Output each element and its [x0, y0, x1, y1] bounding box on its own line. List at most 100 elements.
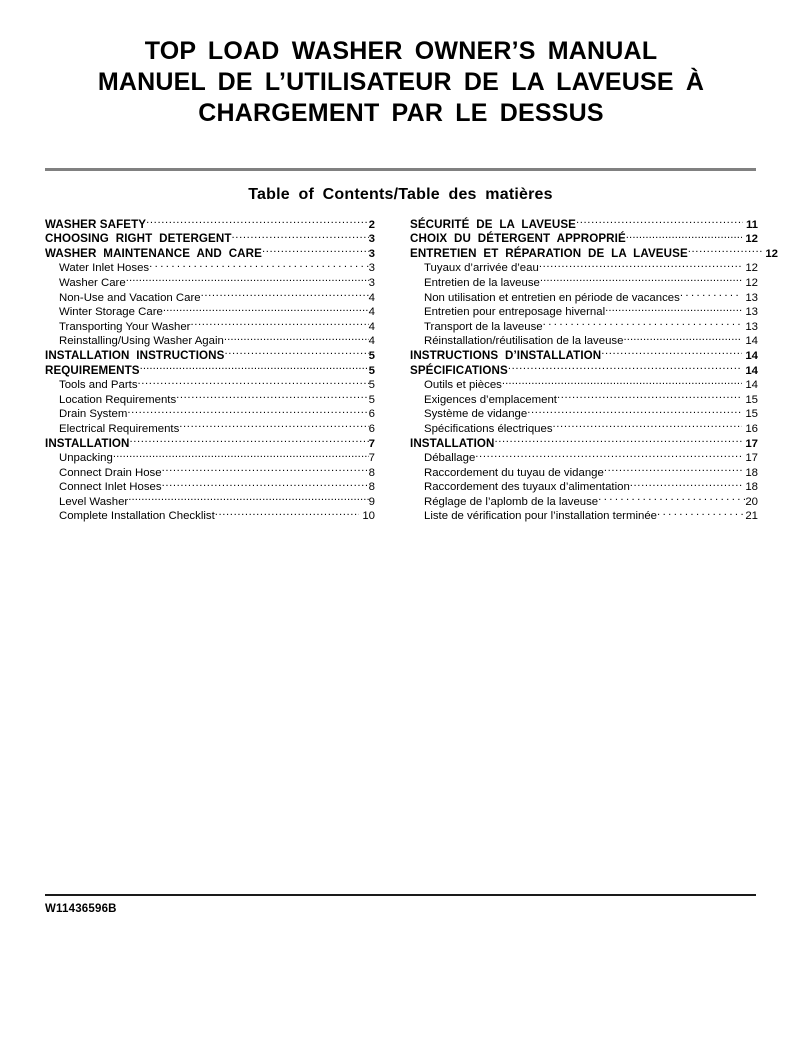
toc-entry-page-number: 5 — [368, 379, 375, 392]
toc-entry[interactable]: Spécifications électriques16 — [410, 417, 758, 435]
toc-leader-dots — [598, 490, 745, 505]
toc-entry[interactable]: Réglage de l’aplomb de la laveuse 20 — [410, 490, 758, 508]
toc-entry[interactable]: Electrical Requirements6 — [45, 417, 375, 435]
toc-entry-page-number: 5 — [368, 393, 375, 406]
toc-entry[interactable]: INSTALLATION 17 — [410, 432, 758, 450]
toc-entry[interactable]: Outils et pièces 14 — [410, 374, 758, 392]
toc-entry[interactable]: Winter Storage Care 4 — [45, 301, 375, 319]
toc-entry-page-number: 16 — [745, 422, 758, 435]
toc-entry-page-number: 4 — [368, 306, 375, 319]
toc-entry-label: Raccordement des tuyaux d’alimentation — [424, 481, 630, 494]
toc-entry[interactable]: Level Washer 9 — [45, 490, 375, 508]
toc-entry-page-number: 15 — [745, 393, 758, 406]
toc-entry[interactable]: REQUIREMENTS 5 — [45, 359, 375, 377]
toc-entry-label: Transport de la laveuse — [424, 320, 543, 333]
toc-entry-page-number: 3 — [368, 247, 375, 260]
toc-leader-dots — [601, 344, 742, 359]
toc-entry[interactable]: Tuyaux d’arrivée d’eau 12 — [410, 257, 758, 275]
toc-entry[interactable]: Liste de vérification pour l’installatio… — [410, 505, 758, 523]
toc-entry[interactable]: Drain System 6 — [45, 403, 375, 421]
footer-divider — [45, 894, 756, 896]
toc-entry-page-number: 4 — [368, 335, 375, 348]
toc-entry[interactable]: Entretien de la laveuse 12 — [410, 271, 758, 289]
toc-leader-dots — [576, 213, 743, 228]
toc-entry-page-number: 3 — [368, 276, 375, 289]
toc-entry[interactable]: Raccordement du tuyau de vidange 18 — [410, 461, 758, 479]
toc-entry-label: SPÉCIFICATIONS — [410, 363, 508, 377]
toc-entry-label: Réglage de l’aplomb de la laveuse — [424, 495, 599, 508]
toc-entry[interactable]: Déballage 17 — [410, 447, 758, 465]
toc-entry-label: Connect Drain Hose — [59, 466, 162, 479]
toc-entry[interactable]: CHOOSING RIGHT DETERGENT 3 — [45, 228, 375, 246]
toc-entry-label: Outils et pièces — [424, 379, 502, 392]
toc-leader-dots — [127, 403, 368, 418]
toc-entry[interactable]: Reinstalling/Using Washer Again 4 — [45, 330, 375, 348]
toc-entry[interactable]: Unpacking 7 — [45, 447, 375, 465]
toc-entry-page-number: 15 — [745, 408, 758, 421]
toc-entry-label: WASHER SAFETY — [45, 217, 147, 231]
toc-entry-page-number: 12 — [745, 276, 758, 289]
toc-entry[interactable]: Transport de la laveuse 13 — [410, 315, 758, 333]
toc-entry-page-number: 7 — [368, 437, 375, 450]
toc-entry-page-number: 12 — [745, 262, 758, 275]
toc-entry[interactable]: WASHER SAFETY 2 — [45, 213, 375, 231]
toc-entry[interactable]: SÉCURITÉ DE LA LAVEUSE 11 — [410, 213, 758, 231]
toc-leader-dots — [215, 505, 360, 520]
toc-column-english: WASHER SAFETY2CHOOSING RIGHT DETERGENT3W… — [45, 213, 375, 523]
toc-entry-page-number: 3 — [368, 233, 375, 246]
toc-entry-label: Liste de vérification pour l’installatio… — [424, 510, 657, 523]
toc-leader-dots — [190, 315, 368, 330]
toc-leader-dots — [126, 271, 369, 286]
toc-entry-page-number: 14 — [745, 379, 758, 392]
toc-entry[interactable]: Transporting Your Washer 4 — [45, 315, 375, 333]
toc-entry[interactable]: Complete Installation Checklist 10 — [45, 505, 375, 523]
toc-leader-dots — [630, 476, 743, 491]
toc-entry[interactable]: Connect Drain Hose 8 — [45, 461, 375, 479]
toc-leader-dots — [475, 447, 742, 462]
toc-entry[interactable]: CHOIX DU DÉTERGENT APPROPRIÉ12 — [410, 228, 758, 246]
toc-entry[interactable]: Connect Inlet Hoses8 — [45, 476, 375, 494]
toc-leader-dots — [201, 286, 369, 301]
toc-entry-page-number: 14 — [745, 364, 758, 377]
toc-entry-label: SÉCURITÉ DE LA LAVEUSE — [410, 217, 577, 231]
toc-entry-page-number: 18 — [745, 466, 758, 479]
toc-entry-label: Level Washer — [59, 495, 129, 508]
toc-entry-page-number: 6 — [368, 422, 375, 435]
title-line-3: CHARGEMENT PAR LE DESSUS — [198, 99, 604, 127]
toc-leader-dots — [224, 330, 369, 345]
toc-leader-dots — [527, 403, 742, 418]
toc-entry-page-number: 10 — [362, 510, 375, 523]
toc-entry-label: INSTALLATION — [45, 436, 130, 450]
toc-entry-label: INSTALLATION — [410, 436, 495, 450]
toc-leader-dots — [179, 417, 368, 432]
toc-leader-dots — [540, 271, 742, 286]
toc-entry-page-number: 17 — [745, 452, 758, 465]
toc-column-french: SÉCURITÉ DE LA LAVEUSE11CHOIX DU DÉTERGE… — [410, 213, 778, 523]
toc-entry-label: Washer Care — [59, 276, 126, 289]
toc-leader-dots — [508, 359, 743, 374]
toc-entry-label: Reinstalling/Using Washer Again — [59, 335, 224, 348]
toc-entry-page-number: 21 — [745, 510, 758, 523]
toc-leader-dots — [657, 505, 745, 520]
toc-entry[interactable]: Tools and Parts 5 — [45, 374, 375, 392]
toc-entry-page-number: 13 — [745, 306, 758, 319]
toc-entry[interactable]: Exigences d’emplacement 15 — [410, 388, 758, 406]
toc-entry[interactable]: INSTALLATION 7 — [45, 432, 375, 450]
toc-leader-dots — [688, 242, 763, 257]
toc-entry[interactable]: SPÉCIFICATIONS 14 — [410, 359, 758, 377]
toc-entry-label: Drain System — [59, 408, 128, 421]
toc-entry-page-number: 6 — [368, 408, 375, 421]
toc-entry-label: CHOOSING RIGHT DETERGENT — [45, 232, 232, 246]
toc-entry-label: Tools and Parts — [59, 379, 138, 392]
toc-entry[interactable]: Réinstallation/réutilisation de la laveu… — [410, 330, 758, 348]
toc-leader-dots — [626, 228, 743, 243]
toc-entry-page-number: 8 — [368, 466, 375, 479]
toc-entry[interactable]: Washer Care 3 — [45, 271, 375, 289]
toc-leader-dots — [224, 344, 368, 359]
toc-entry[interactable]: Système de vidange 15 — [410, 403, 758, 421]
toc-leader-dots — [162, 461, 369, 476]
toc-entry-label: REQUIREMENTS — [45, 363, 140, 377]
toc-entry[interactable]: Raccordement des tuyaux d’alimentation 18 — [410, 476, 758, 494]
toc-entry-page-number: 4 — [368, 291, 375, 304]
toc-entry-page-number: 14 — [745, 349, 758, 362]
